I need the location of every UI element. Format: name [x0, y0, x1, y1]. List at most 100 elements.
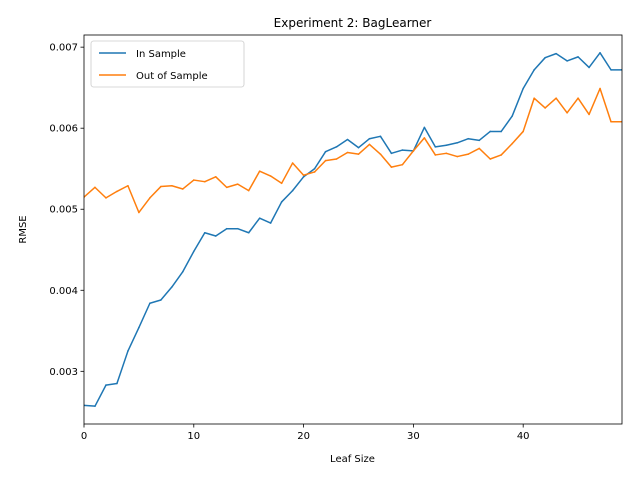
- data-point-in-sample: [116, 382, 118, 385]
- data-point-in-sample: [533, 69, 535, 71]
- data-point-in-sample: [588, 66, 590, 69]
- data-point-out-of-sample: [335, 158, 338, 160]
- data-point-out-of-sample: [599, 87, 601, 90]
- data-point-out-of-sample: [423, 137, 426, 139]
- y-axis-label: RMSE: [18, 215, 29, 243]
- data-point-out-of-sample: [225, 186, 228, 189]
- y-tick-label: 0.003: [49, 367, 78, 378]
- data-point-in-sample: [368, 137, 371, 140]
- data-point-out-of-sample: [577, 97, 579, 100]
- data-point-in-sample: [94, 405, 96, 407]
- data-point-out-of-sample: [280, 182, 283, 185]
- data-point-in-sample: [599, 52, 601, 54]
- data-point-out-of-sample: [182, 188, 184, 190]
- data-point-out-of-sample: [357, 153, 360, 155]
- data-point-out-of-sample: [566, 112, 568, 114]
- x-axis-label: Leaf Size: [330, 454, 375, 465]
- data-point-in-sample: [203, 231, 206, 234]
- legend: In Sample Out of Sample: [90, 40, 245, 88]
- data-point-out-of-sample: [401, 163, 404, 166]
- data-point-out-of-sample: [368, 143, 371, 146]
- data-point-in-sample: [138, 326, 140, 329]
- data-point-out-of-sample: [456, 155, 459, 158]
- data-point-out-of-sample: [533, 97, 535, 100]
- data-point-out-of-sample: [291, 162, 294, 164]
- data-point-in-sample: [456, 141, 459, 144]
- legend-label-in-sample: In Sample: [136, 49, 186, 60]
- data-point-in-sample: [511, 115, 513, 117]
- chart-title: Experiment 2: BagLearner: [274, 16, 432, 30]
- data-point-out-of-sample: [390, 166, 393, 168]
- data-point-out-of-sample: [511, 142, 513, 145]
- data-point-in-sample: [390, 152, 393, 155]
- data-point-in-sample: [423, 126, 426, 129]
- data-point-out-of-sample: [522, 130, 524, 133]
- data-point-in-sample: [280, 201, 283, 203]
- data-point-in-sample: [478, 139, 481, 142]
- data-point-in-sample: [193, 250, 195, 253]
- data-point-out-of-sample: [500, 154, 503, 156]
- axes-frame: [83, 34, 623, 425]
- data-point-in-sample: [160, 299, 162, 301]
- data-point-in-sample: [247, 231, 250, 234]
- y-tick-label: 0.004: [49, 286, 78, 297]
- data-point-in-sample: [346, 138, 349, 141]
- data-point-out-of-sample: [445, 152, 448, 155]
- data-point-in-sample: [379, 135, 382, 138]
- data-point-out-of-sample: [302, 174, 305, 176]
- data-point-in-sample: [500, 130, 503, 133]
- data-point-in-sample: [522, 87, 524, 90]
- x-tick-label: 0: [81, 431, 87, 442]
- data-point-in-sample: [445, 144, 448, 147]
- data-point-out-of-sample: [412, 150, 415, 152]
- data-point-out-of-sample: [247, 189, 250, 192]
- data-point-in-sample: [149, 302, 151, 305]
- data-point-out-of-sample: [434, 154, 437, 156]
- data-point-in-sample: [489, 130, 492, 133]
- data-point-out-of-sample: [171, 184, 173, 187]
- data-point-out-of-sample: [544, 107, 546, 109]
- data-point-in-sample: [324, 150, 327, 153]
- data-point-in-sample: [182, 270, 184, 273]
- data-point-in-sample: [313, 167, 316, 170]
- data-point-in-sample: [467, 137, 470, 140]
- data-point-in-sample: [434, 146, 437, 148]
- data-point-out-of-sample: [160, 185, 162, 188]
- data-point-out-of-sample: [105, 197, 107, 199]
- data-point-in-sample: [610, 69, 612, 71]
- data-point-out-of-sample: [138, 211, 140, 214]
- data-point-in-sample: [236, 227, 239, 230]
- data-point-out-of-sample: [478, 147, 481, 150]
- plot-area: [84, 52, 622, 407]
- data-point-in-sample: [555, 52, 557, 55]
- data-point-in-sample: [577, 56, 579, 58]
- data-point-out-of-sample: [313, 171, 316, 173]
- data-point-in-sample: [258, 217, 261, 219]
- data-point-out-of-sample: [269, 175, 272, 177]
- data-point-in-sample: [225, 227, 228, 230]
- data-point-in-sample: [544, 56, 546, 59]
- data-point-in-sample: [401, 149, 404, 151]
- data-point-out-of-sample: [489, 158, 492, 160]
- data-point-in-sample: [302, 176, 305, 178]
- series-line-out-of-sample: [84, 87, 622, 214]
- series-line-in-sample: [84, 52, 622, 407]
- legend-box: [90, 40, 245, 88]
- data-point-in-sample: [291, 189, 294, 192]
- data-point-in-sample: [566, 60, 568, 62]
- data-point-out-of-sample: [610, 120, 612, 123]
- data-point-out-of-sample: [379, 153, 382, 155]
- legend-label-out-of-sample: Out of Sample: [136, 71, 208, 82]
- data-point-out-of-sample: [116, 190, 118, 193]
- y-tick-label: 0.005: [49, 205, 78, 216]
- axes: 0 10 20 30 40 0.003 0.004 0.005 0.006 0.007: [49, 34, 623, 442]
- x-tick-label: 40: [517, 431, 530, 442]
- data-point-in-sample: [269, 222, 272, 224]
- data-point-in-sample: [357, 146, 360, 149]
- data-point-out-of-sample: [346, 151, 349, 154]
- data-point-out-of-sample: [588, 113, 590, 116]
- data-point-out-of-sample: [258, 170, 261, 172]
- y-tick-label: 0.006: [49, 124, 78, 135]
- data-point-out-of-sample: [555, 97, 557, 100]
